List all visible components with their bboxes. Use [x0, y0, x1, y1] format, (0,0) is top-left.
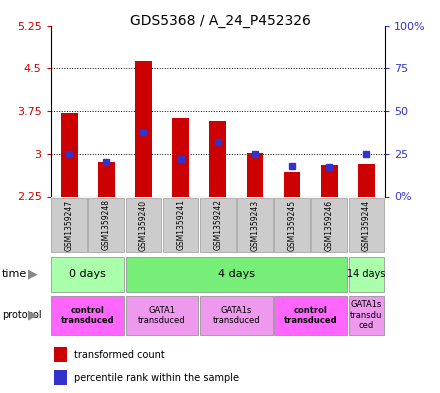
Text: GSM1359240: GSM1359240	[139, 199, 148, 251]
Bar	[126, 198, 161, 252]
Text: time: time	[2, 269, 27, 279]
Bar	[274, 198, 310, 252]
Text: GSM1359247: GSM1359247	[65, 199, 73, 251]
Text: percentile rank within the sample: percentile rank within the sample	[74, 373, 239, 383]
Text: 0 days: 0 days	[70, 269, 106, 279]
Text: GATA1s
transdu
ced: GATA1s transdu ced	[350, 301, 383, 330]
Bar	[237, 198, 273, 252]
Bar	[51, 296, 124, 335]
Bar	[348, 296, 384, 335]
Text: GSM1359242: GSM1359242	[213, 200, 222, 250]
Text: control
transduced: control transduced	[284, 306, 337, 325]
Text: GSM1359243: GSM1359243	[250, 199, 260, 251]
Bar	[172, 118, 189, 196]
Bar	[321, 165, 337, 196]
Text: GSM1359241: GSM1359241	[176, 200, 185, 250]
Bar	[54, 347, 67, 362]
Text: control
transduced: control transduced	[61, 306, 114, 325]
Bar	[126, 296, 198, 335]
Bar	[200, 198, 236, 252]
Bar	[88, 198, 124, 252]
Text: GATA1
transduced: GATA1 transduced	[138, 306, 186, 325]
Bar	[358, 164, 375, 196]
Text: ▶: ▶	[28, 268, 38, 281]
Text: protocol: protocol	[2, 310, 42, 320]
Bar	[209, 121, 226, 196]
Text: GSM1359244: GSM1359244	[362, 199, 371, 251]
Text: 4 days: 4 days	[218, 269, 255, 279]
Bar	[312, 198, 347, 252]
Text: 14 days: 14 days	[347, 269, 385, 279]
Bar	[51, 257, 124, 292]
Bar	[135, 61, 152, 196]
Bar	[51, 198, 87, 252]
Bar	[284, 172, 301, 196]
Text: GSM1359245: GSM1359245	[288, 199, 297, 251]
Bar	[200, 296, 273, 335]
Text: ▶: ▶	[28, 309, 38, 322]
Text: GDS5368 / A_24_P452326: GDS5368 / A_24_P452326	[129, 14, 311, 28]
Bar	[98, 162, 115, 196]
Bar	[61, 113, 77, 196]
Bar	[274, 296, 347, 335]
Text: transformed count: transformed count	[74, 350, 165, 360]
Bar	[348, 257, 384, 292]
Bar	[246, 152, 263, 196]
Bar	[163, 198, 198, 252]
Text: GSM1359248: GSM1359248	[102, 200, 111, 250]
Text: GATA1s
transduced: GATA1s transduced	[213, 306, 260, 325]
Bar	[126, 257, 347, 292]
Text: GSM1359246: GSM1359246	[325, 199, 334, 251]
Bar	[348, 198, 384, 252]
Bar	[54, 370, 67, 385]
